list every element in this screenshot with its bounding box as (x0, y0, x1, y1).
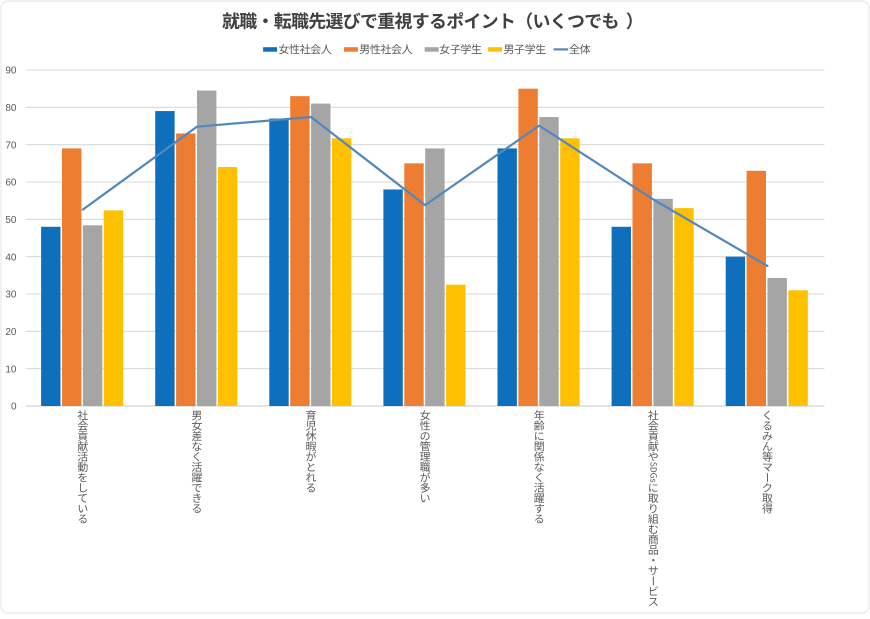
svg-text:20: 20 (5, 327, 17, 338)
svg-text:60: 60 (5, 178, 17, 189)
svg-text:10: 10 (5, 364, 17, 375)
svg-text:0: 0 (11, 402, 17, 413)
svg-text:40: 40 (5, 252, 17, 263)
svg-text:90: 90 (5, 66, 17, 77)
svg-text:80: 80 (5, 103, 17, 114)
svg-text:70: 70 (5, 140, 17, 151)
svg-text:30: 30 (5, 290, 17, 301)
svg-text:50: 50 (5, 215, 17, 226)
